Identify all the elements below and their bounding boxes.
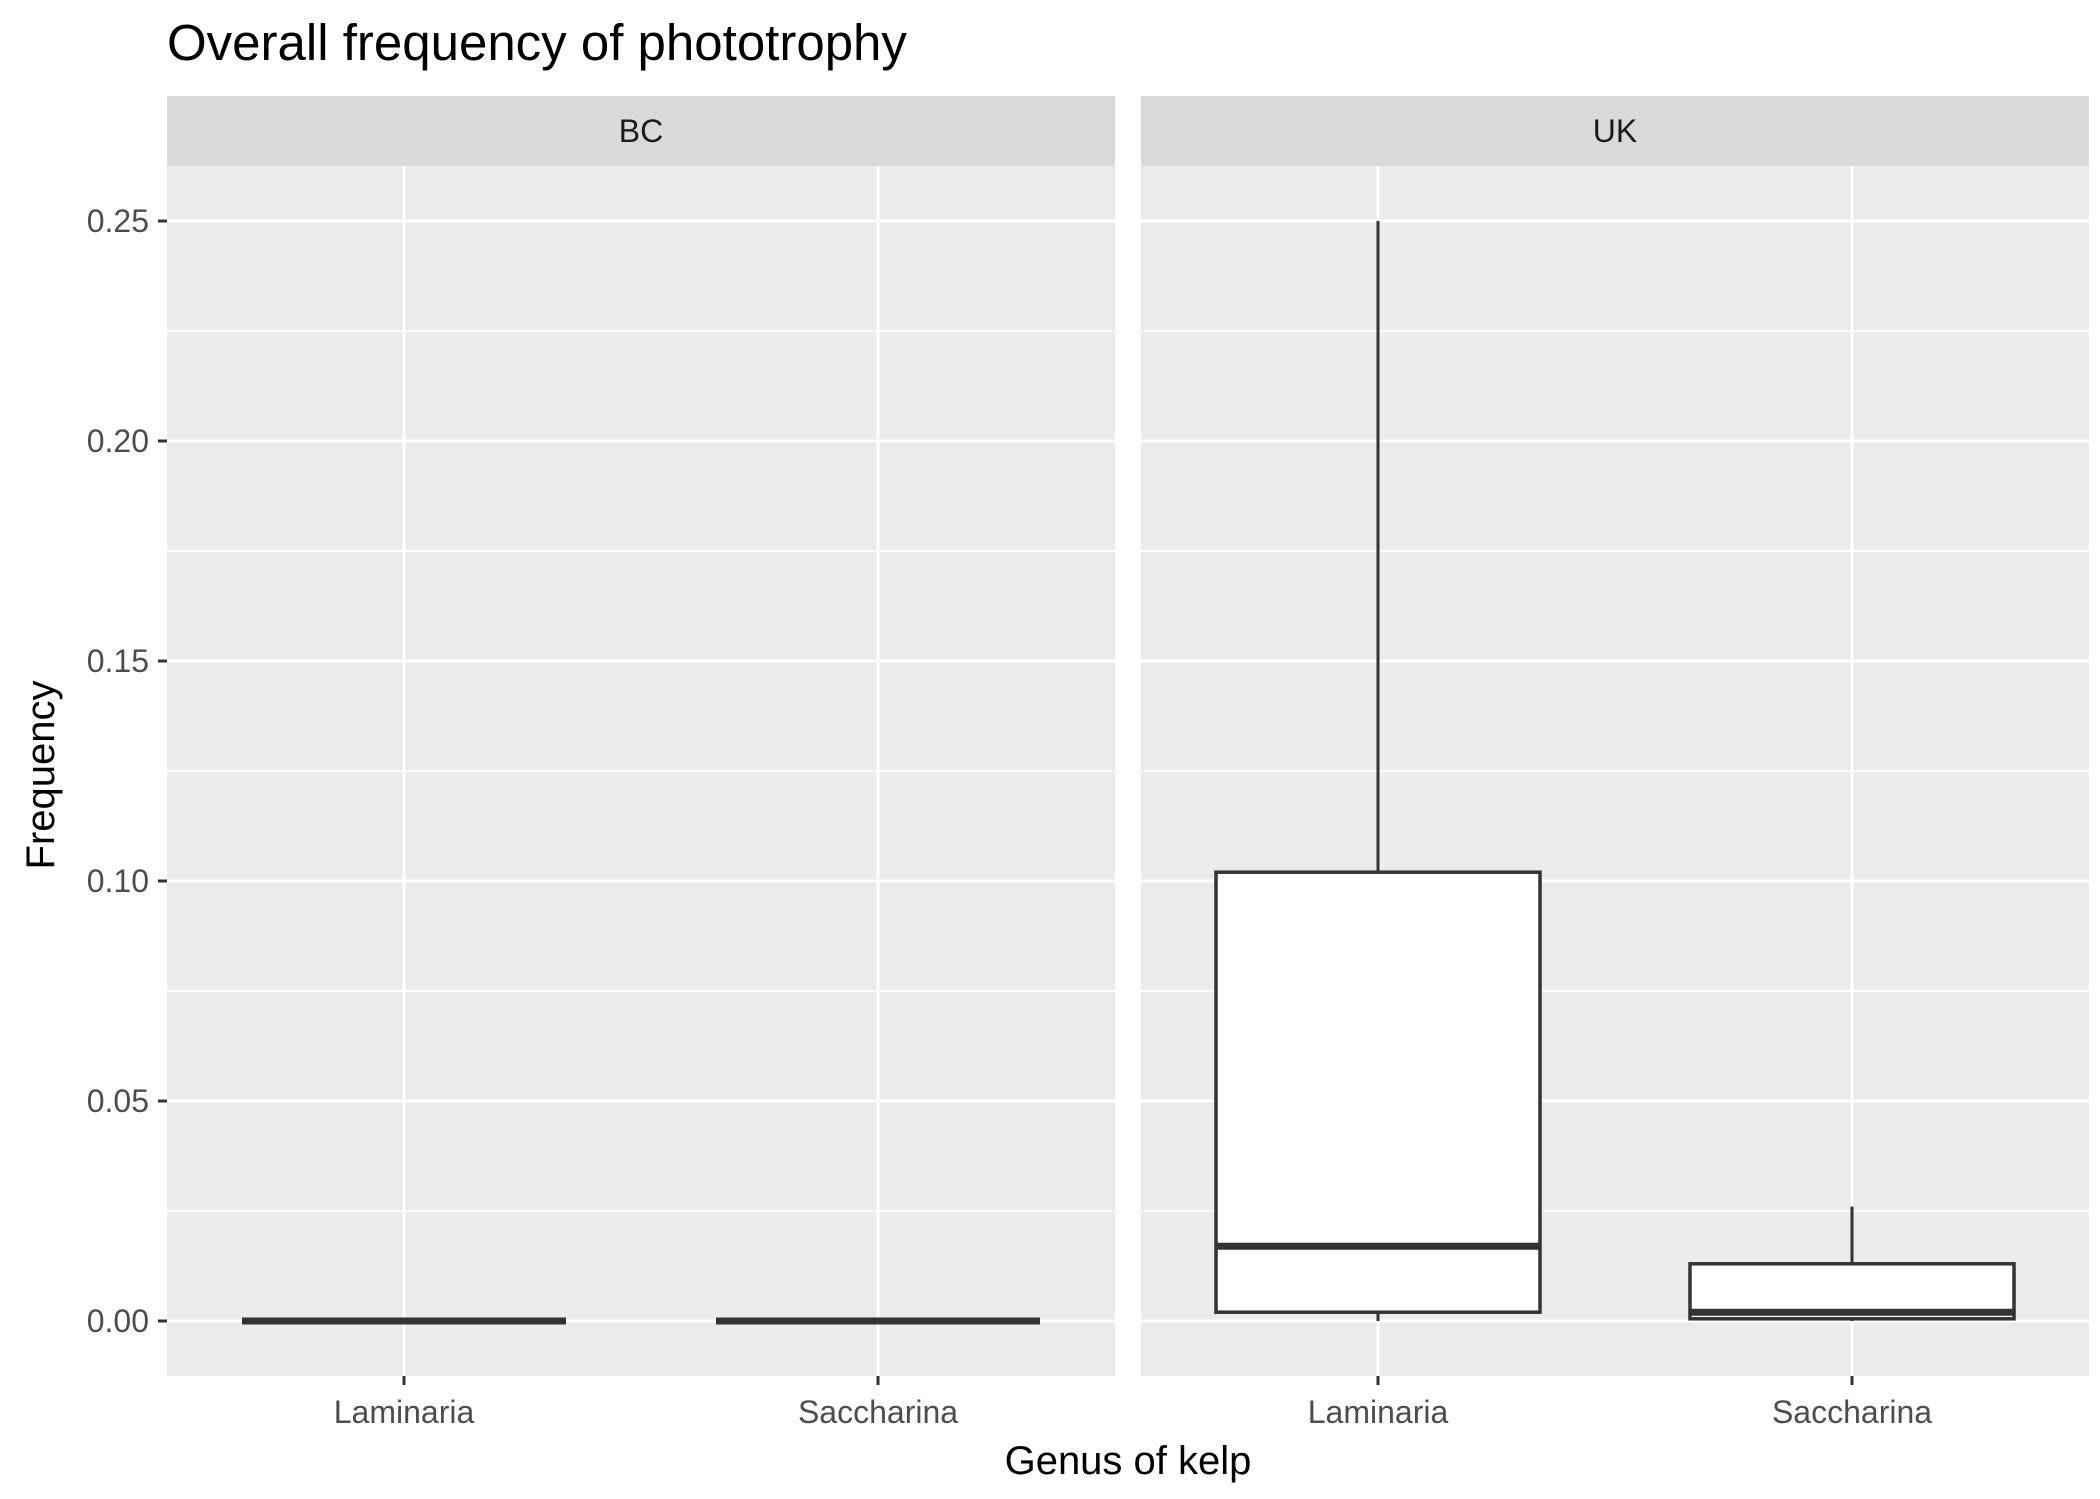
box-uk-saccharina xyxy=(1688,1206,2016,1321)
y-tick-label: 0.10 xyxy=(87,863,149,899)
chart-title: Overall frequency of phototrophy xyxy=(167,14,907,71)
x-tick-label: Laminaria xyxy=(334,1394,475,1430)
box-uk-laminaria xyxy=(1214,221,1542,1321)
y-axis: 0.00 0.05 0.10 0.15 0.20 0.25 xyxy=(87,203,167,1339)
x-tick-label: Saccharina xyxy=(798,1394,958,1430)
facet-strip-label: UK xyxy=(1593,113,1637,149)
x-axis: Laminaria Saccharina Laminaria Saccharina xyxy=(334,1376,1932,1430)
y-tick-label: 0.05 xyxy=(87,1083,149,1119)
facet-strip xyxy=(167,96,1115,166)
x-axis-title: Genus of kelp xyxy=(1005,1439,1252,1483)
facet-strip-label: BC xyxy=(619,113,663,149)
x-tick-label: Laminaria xyxy=(1308,1394,1449,1430)
y-tick-label: 0.00 xyxy=(87,1303,149,1339)
facet-strip xyxy=(1141,96,2089,166)
iqr-box xyxy=(1214,870,1542,1314)
facet-panel-bc: BC xyxy=(167,96,1115,1376)
y-tick-label: 0.15 xyxy=(87,643,149,679)
facet-panel-uk: UK xyxy=(1141,96,2089,1376)
facet-panels: BC UK xyxy=(167,96,2089,1376)
x-tick-label: Saccharina xyxy=(1772,1394,1932,1430)
y-axis-title: Frequency xyxy=(19,681,63,870)
y-tick-label: 0.20 xyxy=(87,423,149,459)
y-tick-label: 0.25 xyxy=(87,203,149,239)
